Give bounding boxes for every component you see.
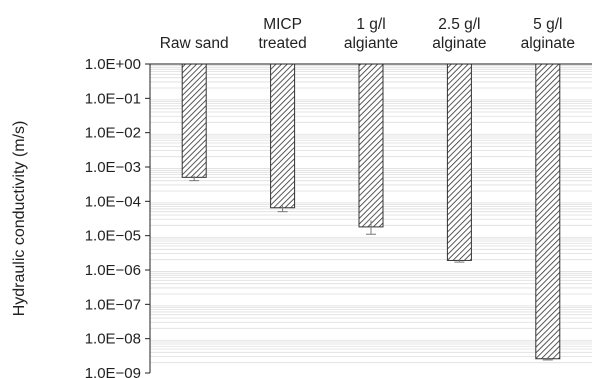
category-label: MICP [263, 16, 302, 33]
error-bars [189, 175, 553, 361]
y-tick-label: 1.0E−07 [85, 296, 141, 313]
y-tick-label: 1.0E−04 [85, 193, 141, 210]
category-label: 1 g/l [356, 16, 385, 33]
y-tick-label: 1.0E−01 [85, 90, 141, 107]
y-tick-label: 1.0E−09 [85, 365, 141, 378]
y-tick-label: 1.0E−05 [85, 228, 141, 245]
category-label: alginate [521, 35, 575, 52]
y-tick-label: 1.0E+00 [85, 56, 141, 73]
bar [358, 63, 384, 228]
y-tick-label: 1.0E−02 [85, 125, 141, 142]
bar [446, 63, 472, 261]
category-label: treated [258, 35, 306, 52]
category-label: algiante [344, 35, 398, 52]
category-label: 5 g/l [533, 16, 562, 33]
category-label: 2.5 g/l [438, 16, 480, 33]
category-label: Raw sand [160, 35, 229, 52]
bar [535, 63, 561, 360]
y-tick-label: 1.0E−06 [85, 262, 141, 279]
category-label: alginate [432, 35, 486, 52]
bar [181, 63, 207, 178]
category-labels: Raw sand MICP treated 1 g/l algiante 2.5 g/l a… [160, 16, 575, 52]
y-axis-title: Hydraulic conductivity (m/s) [11, 121, 28, 317]
y-tick-label: 1.0E−08 [85, 331, 141, 348]
y-axis: 1.0E+00 1.0E−01 1.0E−02 1.0E−03 1.0E−04 1.0E−… [85, 56, 592, 378]
gridlines [150, 65, 592, 364]
bars [181, 63, 561, 360]
bar [270, 63, 296, 209]
y-tick-label: 1.0E−03 [85, 159, 141, 176]
